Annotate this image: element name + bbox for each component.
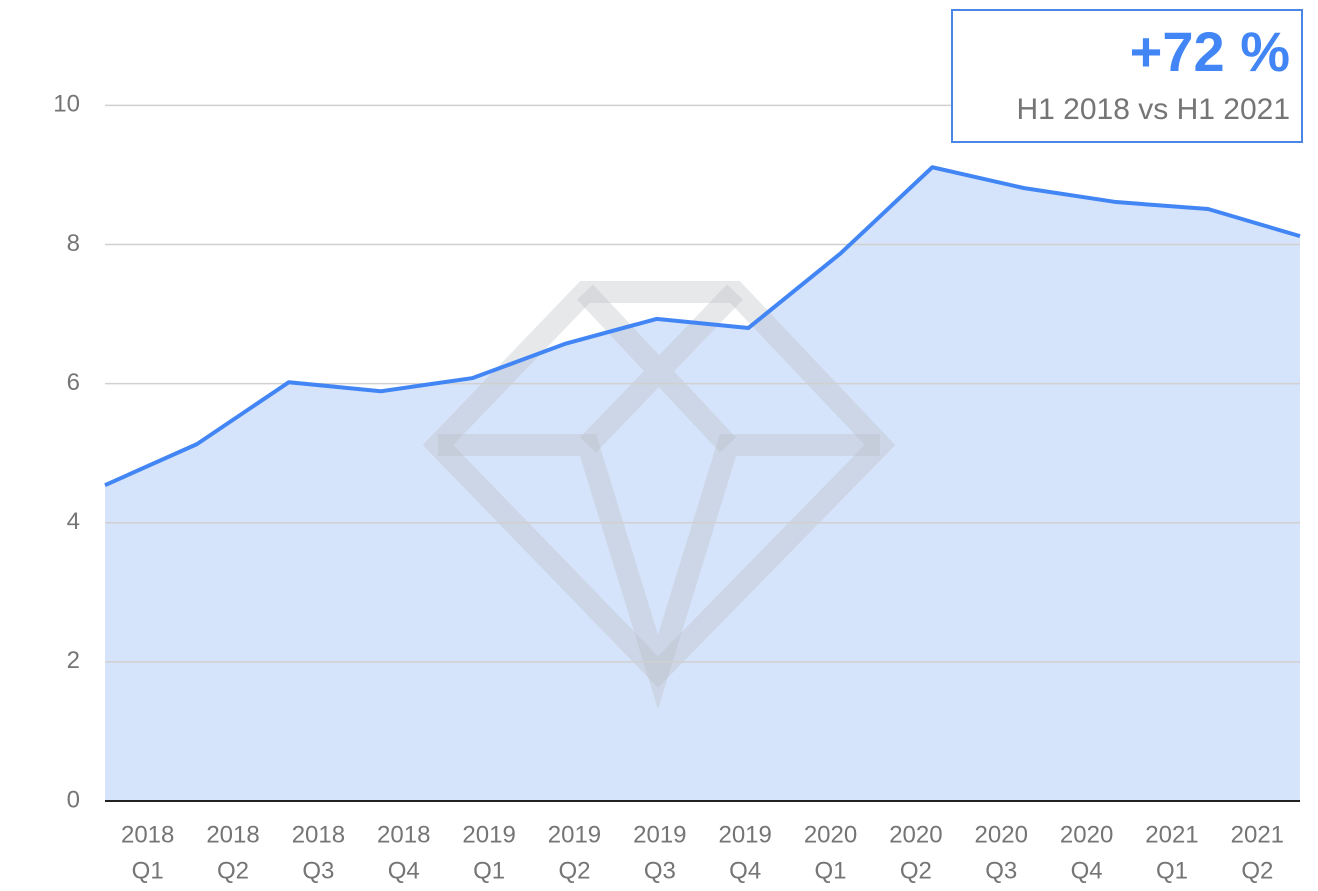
x-tick-label: 2021 <box>1231 821 1284 848</box>
y-tick-label: 0 <box>67 786 80 813</box>
y-tick-label: 8 <box>67 230 80 257</box>
watermark-outline <box>422 281 896 688</box>
x-tick-label: 2021 <box>1145 821 1198 848</box>
x-tick-label: 2018 <box>206 821 259 848</box>
x-tick-label: 2020 <box>975 821 1028 848</box>
x-tick-label: 2020 <box>1060 821 1113 848</box>
x-tick-label: Q2 <box>217 857 249 884</box>
x-tick-label: Q1 <box>132 857 164 884</box>
x-tick-label: Q3 <box>302 857 334 884</box>
line-layer: 2018 Q1 2018 Q2 2018 Q3 2018 Q4 2019 Q1 2019 Q2 2019… <box>104 104 1301 884</box>
x-tick-label: Q4 <box>729 857 761 884</box>
x-tick-label: Q1 <box>473 857 505 884</box>
annotation-text: H1 2018 vs H1 2021 <box>1016 93 1290 126</box>
x-tick-label: Q4 <box>1071 857 1103 884</box>
y-tick-label: 6 <box>67 369 80 396</box>
watermark <box>422 281 896 710</box>
x-tick-label: 2018 <box>377 821 430 848</box>
x-tick-label: Q1 <box>815 857 847 884</box>
x-tick-label: 2019 <box>548 821 601 848</box>
x-tick-label: 2020 <box>889 821 942 848</box>
x-tick-label: 2019 <box>718 821 771 848</box>
area-line <box>104 165 1301 488</box>
x-tick-label: 2018 <box>292 821 345 848</box>
x-tick-label: Q2 <box>1241 857 1273 884</box>
watermark-facets <box>576 284 743 453</box>
x-tick-label: Q2 <box>558 857 590 884</box>
annotation-headline: +72 % <box>1130 20 1290 83</box>
x-tick-label: 2019 <box>633 821 686 848</box>
y-tick-label: 2 <box>67 647 80 674</box>
x-tick-label: 2019 <box>462 821 515 848</box>
x-tick-label: Q3 <box>985 857 1017 884</box>
y-tick-label: 4 <box>67 508 80 535</box>
annotation-box <box>951 9 1303 143</box>
y-tick-label: 10 <box>53 91 80 118</box>
x-tick-label: Q4 <box>388 857 420 884</box>
x-tick-label: 2018 <box>121 821 174 848</box>
x-tick-label: Q3 <box>644 857 676 884</box>
x-tick-label: Q2 <box>900 857 932 884</box>
x-tick-label: 2020 <box>804 821 857 848</box>
area-fill <box>105 167 1300 801</box>
watermark-inner <box>438 434 880 710</box>
x-tick-label: Q1 <box>1156 857 1188 884</box>
area-layer: 0 2 4 6 8 10 <box>53 91 1300 813</box>
